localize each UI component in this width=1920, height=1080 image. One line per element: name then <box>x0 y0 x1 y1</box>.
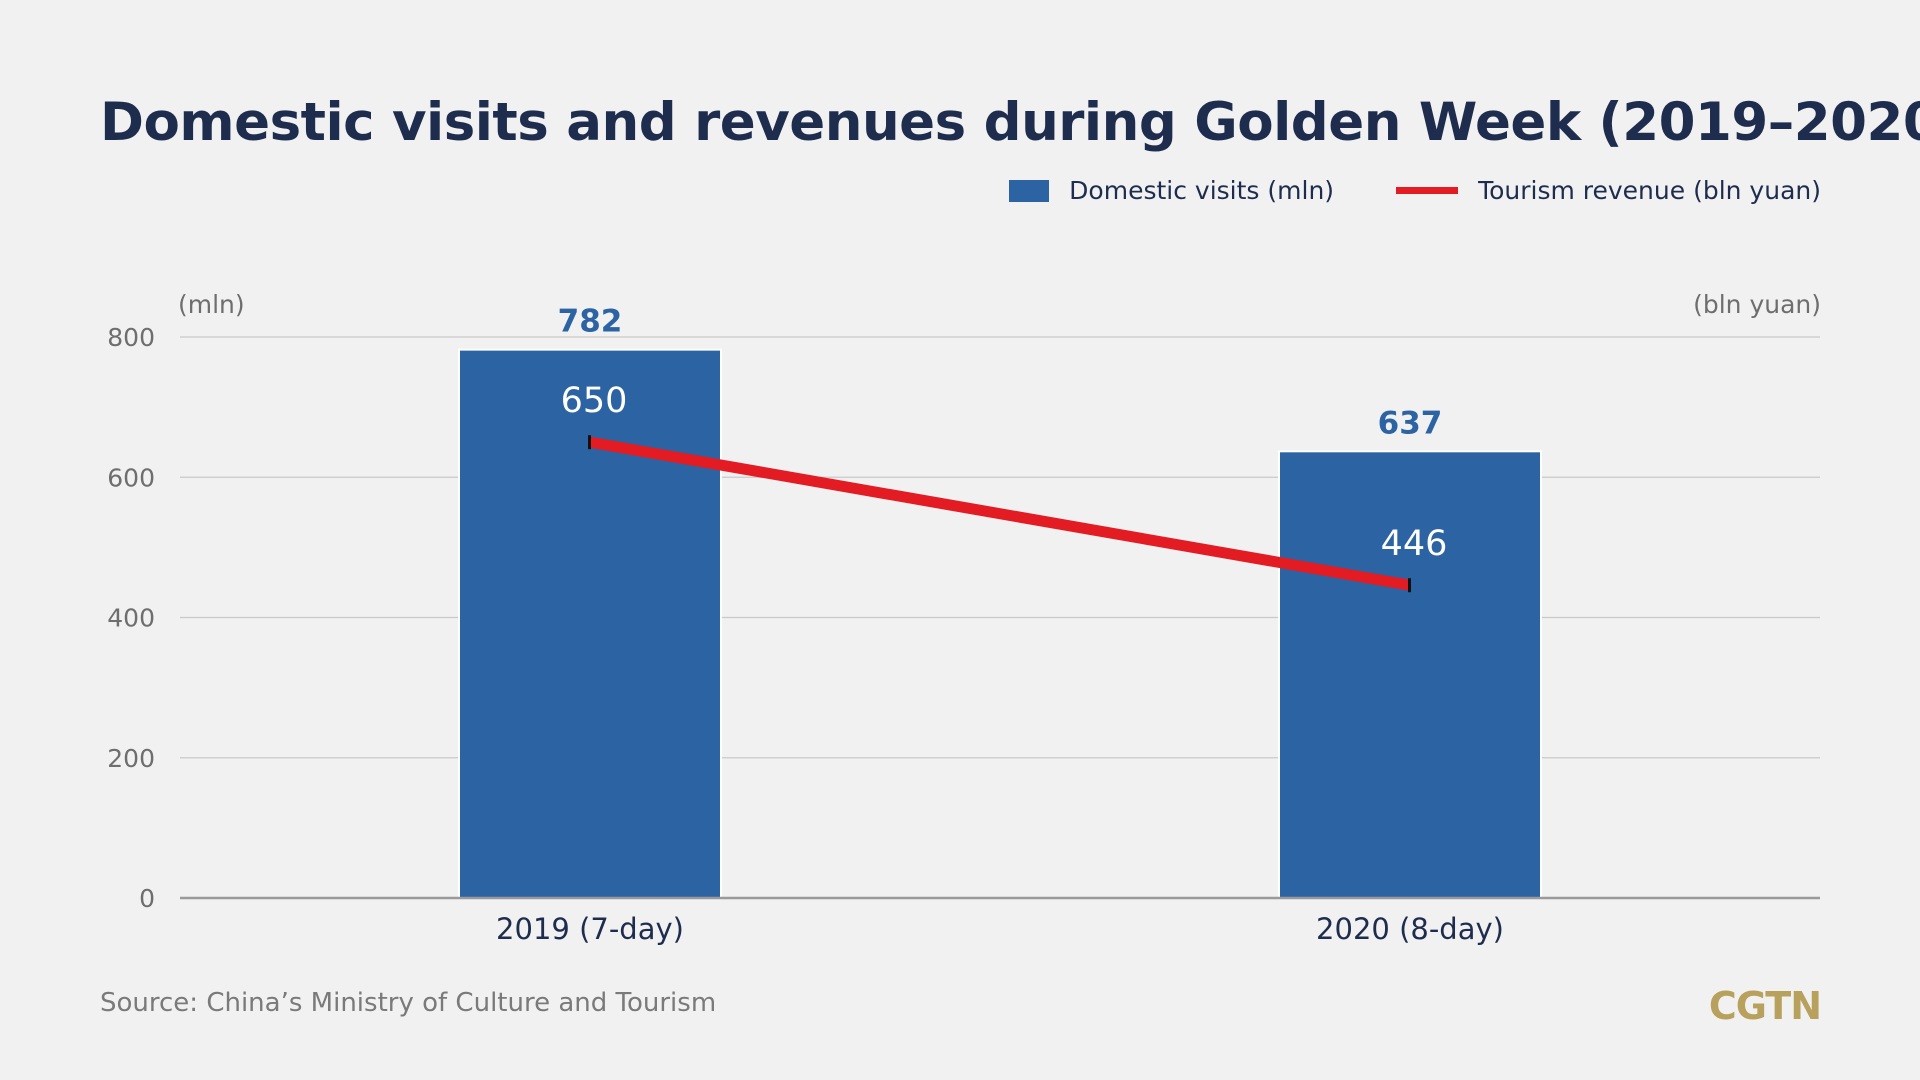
x-tick-label: 2020 (8-day) <box>1316 912 1504 946</box>
left-axis-unit: (mln) <box>178 290 245 319</box>
x-tick-label: 2019 (7-day) <box>496 912 684 946</box>
line-value-label: 650 <box>561 381 628 421</box>
right-axis-unit: (bln yuan) <box>1693 290 1821 319</box>
chart-title: Domestic visits and revenues during Gold… <box>100 92 1920 153</box>
legend-label-visits: Domestic visits (mln) <box>1069 176 1335 205</box>
cgtn-logo: CGTN <box>1708 984 1822 1028</box>
source-note: Source: China’s Ministry of Culture and … <box>100 988 717 1018</box>
bar-value-label: 637 <box>1378 405 1443 441</box>
legend-swatch-bar <box>1009 179 1050 202</box>
bar-value-label: 782 <box>558 304 623 340</box>
legend-label-revenue: Tourism revenue (bln yuan) <box>1478 176 1821 205</box>
y-tick-label: 200 <box>107 744 155 773</box>
y-tick-label: 800 <box>107 323 155 352</box>
bar <box>458 348 722 899</box>
legend: Domestic visits (mln) Tourism revenue (b… <box>1009 176 1821 205</box>
revenue-line <box>589 436 1411 591</box>
y-tick-label: 400 <box>107 604 155 633</box>
legend-item-visits: Domestic visits (mln) <box>1009 176 1334 205</box>
line-value-label: 446 <box>1381 524 1448 564</box>
legend-item-revenue: Tourism revenue (bln yuan) <box>1396 176 1821 205</box>
bar <box>1278 450 1542 899</box>
y-tick-label: 0 <box>139 884 155 913</box>
y-tick-label: 600 <box>107 463 155 492</box>
legend-swatch-line <box>1396 187 1459 194</box>
